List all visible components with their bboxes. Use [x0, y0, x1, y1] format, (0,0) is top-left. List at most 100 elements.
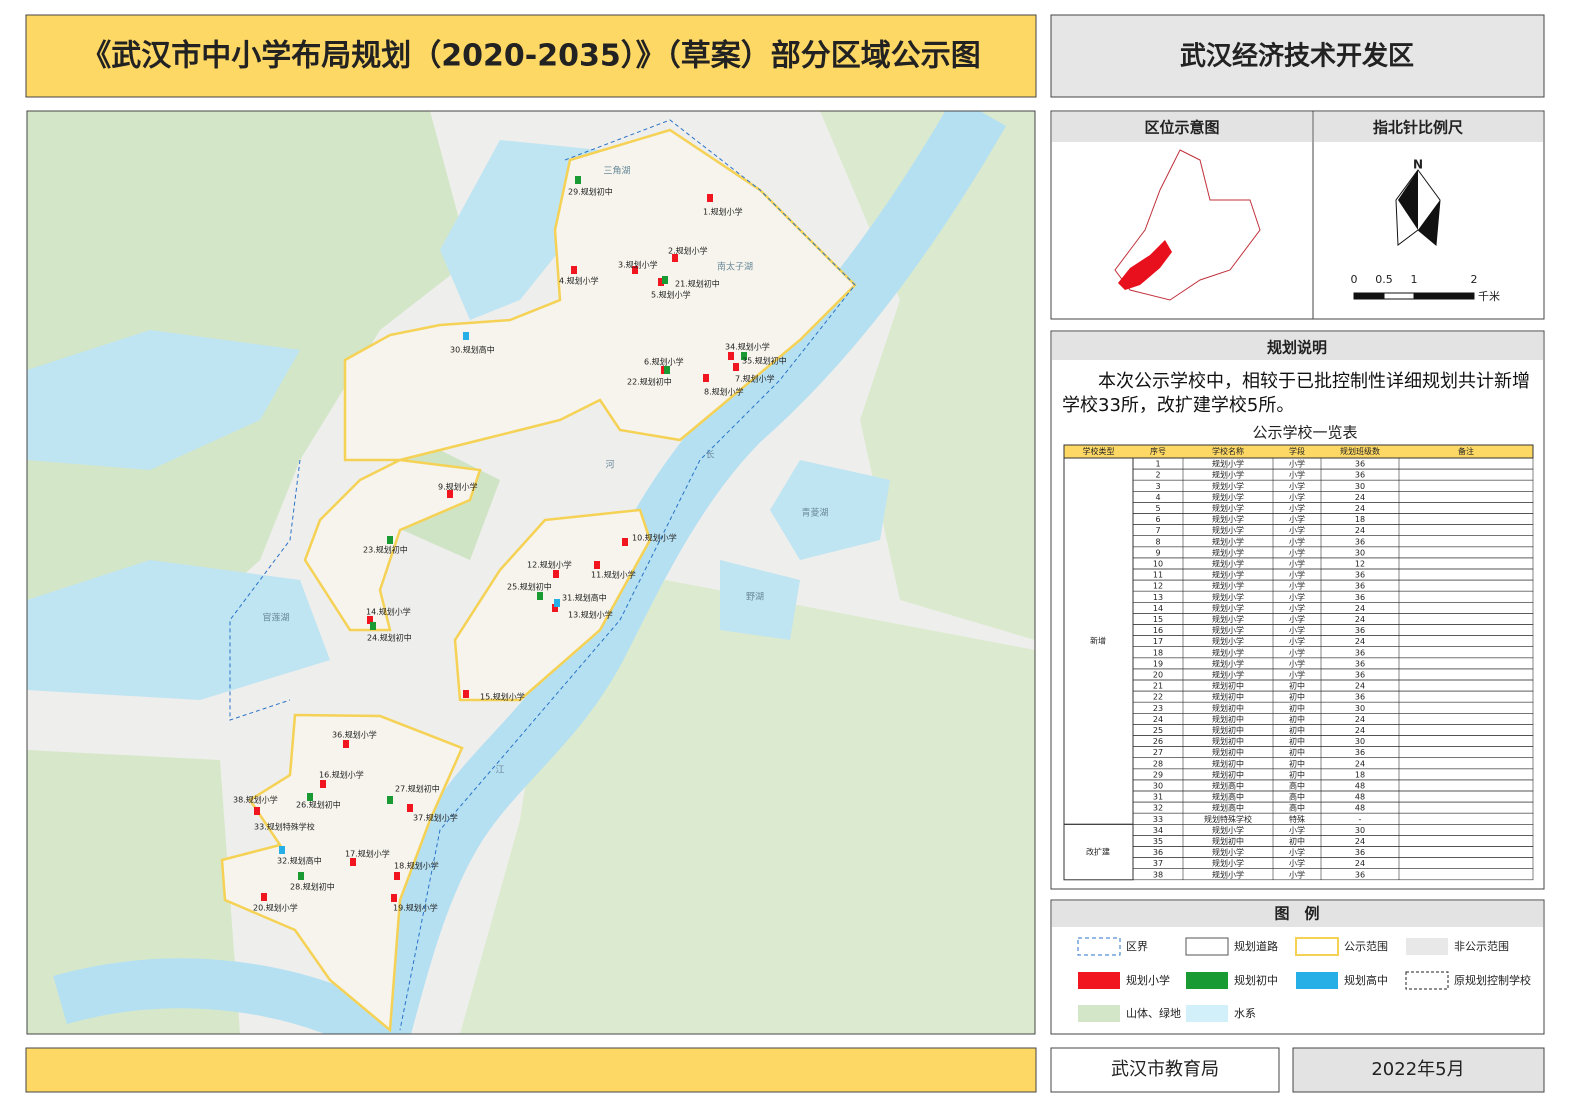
table-cell: 21	[1153, 682, 1163, 691]
table-cell: 22	[1153, 693, 1163, 702]
table-cell: 7	[1155, 526, 1160, 535]
table-header: 学校类型	[1083, 446, 1115, 456]
footer-org: 武汉市教育局	[1111, 1059, 1219, 1080]
table-cell: 36	[1355, 670, 1365, 679]
table-cell: 30	[1355, 826, 1365, 835]
map-layers	[27, 111, 1035, 1034]
table-cell: 规划小学	[1212, 459, 1244, 469]
table-cell: 初中	[1289, 703, 1305, 713]
legend-swatch	[1078, 972, 1120, 989]
green-area	[820, 111, 1035, 640]
table-header: 序号	[1150, 446, 1166, 456]
table-cell: 11	[1153, 571, 1163, 580]
scale-label: 0.5	[1375, 273, 1393, 286]
school-label: 17.规划小学	[345, 849, 390, 859]
table-cell: 小学	[1289, 647, 1305, 657]
school-label: 35.规划初中	[742, 356, 787, 366]
table-cell: 36	[1355, 593, 1365, 602]
school-marker	[707, 194, 713, 202]
table-cell: 小学	[1289, 503, 1305, 513]
school-marker	[728, 352, 734, 360]
place-name: 三角湖	[603, 165, 630, 177]
legend-swatch	[1077, 937, 1121, 956]
water-area	[720, 560, 800, 640]
table-cell: 30	[1355, 737, 1365, 746]
table-cell: 24	[1355, 504, 1365, 513]
table-cell: 小学	[1289, 603, 1305, 613]
place-name: 青菱湖	[801, 507, 828, 519]
table-cell: 初中	[1289, 714, 1305, 724]
table-cell: 初中	[1289, 692, 1305, 702]
school-label: 18.规划小学	[394, 861, 439, 871]
table-cell: 24	[1355, 682, 1365, 691]
table-cell: 规划小学	[1212, 669, 1244, 679]
table-cell: 8	[1155, 537, 1160, 546]
table-cell: 规划小学	[1212, 614, 1244, 624]
table-cell: 3	[1155, 482, 1160, 491]
school-marker	[320, 780, 326, 788]
table-cell: 小学	[1289, 514, 1305, 524]
table-cell: 小学	[1289, 869, 1305, 879]
school-label: 38.规划小学	[233, 795, 278, 805]
place-name: 官莲湖	[262, 612, 289, 624]
table-cell: 小学	[1289, 492, 1305, 502]
table-cell: 24	[1355, 526, 1365, 535]
table-cell: 28	[1153, 759, 1163, 768]
table-cell: 31	[1153, 793, 1163, 802]
table-cell: 36	[1355, 582, 1365, 591]
school-label: 33.规划特殊学校	[254, 822, 315, 832]
school-label: 26.规划初中	[296, 800, 341, 810]
table-cell: 18	[1355, 515, 1365, 524]
school-marker	[553, 570, 559, 578]
school-label: 13.规划小学	[568, 610, 613, 620]
table-cell: 30	[1153, 781, 1163, 790]
table-cell: 小学	[1289, 636, 1305, 646]
legend-label: 公示范围	[1344, 939, 1388, 953]
scale-unit: 千米	[1478, 290, 1500, 303]
north-arrow-fill	[1398, 170, 1440, 245]
notes-title-bar	[1052, 332, 1543, 360]
table-cell: 初中	[1289, 736, 1305, 746]
table-cell: 初中	[1289, 836, 1305, 846]
table-cell: 18	[1153, 648, 1163, 657]
table-cell: 规划初中	[1212, 758, 1244, 768]
district-boundary	[229, 119, 856, 1031]
table-cell: 规划小学	[1212, 647, 1244, 657]
school-marker	[554, 599, 560, 607]
table-cell: 48	[1355, 781, 1365, 790]
table-cell: 24	[1153, 715, 1163, 724]
table-cell: 36	[1355, 748, 1365, 757]
school-label: 19.规划小学	[393, 903, 438, 913]
table-cell: 小学	[1289, 558, 1305, 568]
table-cell: 规划初中	[1212, 703, 1244, 713]
table-cell: 24	[1355, 726, 1365, 735]
school-label: 23.规划初中	[363, 545, 408, 555]
school-marker	[571, 266, 577, 274]
table-cell: 小学	[1289, 481, 1305, 491]
table-cell: 规划小学	[1212, 825, 1244, 835]
school-label: 31.规划高中	[562, 593, 607, 603]
table-cell: 14	[1153, 604, 1163, 613]
table-cell: 规划小学	[1212, 503, 1244, 513]
school-marker	[662, 276, 668, 284]
table-cell: 10	[1153, 559, 1163, 568]
place-name: 野湖	[746, 592, 764, 603]
table-cell: 24	[1355, 837, 1365, 846]
table-cell: 规划小学	[1212, 603, 1244, 613]
scale-bar	[1383, 292, 1415, 300]
scale-bar	[1413, 292, 1475, 300]
scale-label: 0	[1351, 273, 1358, 286]
table-cell: 24	[1355, 493, 1365, 502]
school-marker	[367, 616, 373, 624]
school-label: 21.规划初中	[675, 279, 720, 289]
notice-area	[343, 128, 857, 462]
table-cell: 6	[1155, 515, 1160, 524]
notes-title: 规划说明	[1267, 339, 1327, 357]
school-label: 22.规划初中	[627, 377, 672, 387]
table-cell: 24	[1355, 715, 1365, 724]
location-title-bar	[1052, 112, 1312, 142]
table-cell: 规划小学	[1212, 525, 1244, 535]
table-cell: 规划小学	[1212, 581, 1244, 591]
table-cell: 24	[1355, 759, 1365, 768]
